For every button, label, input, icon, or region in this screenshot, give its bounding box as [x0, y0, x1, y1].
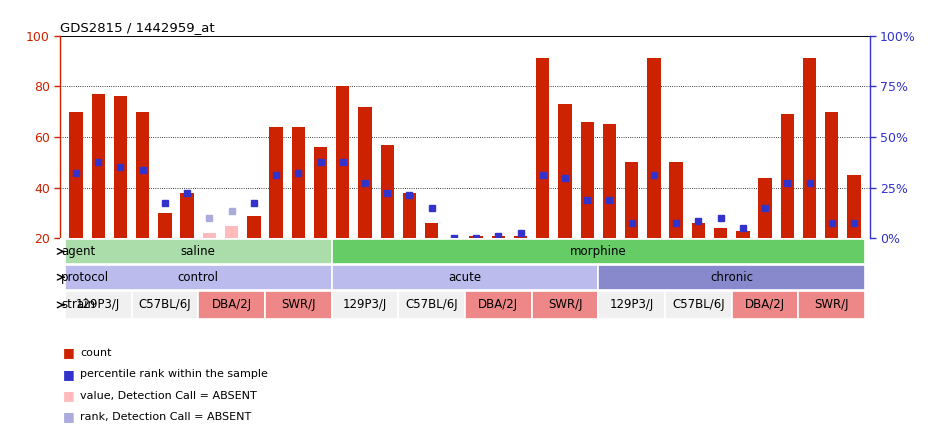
Bar [336, 86, 350, 238]
Bar [598, 265, 865, 289]
Bar [313, 147, 327, 238]
Text: C57BL/6J: C57BL/6J [672, 298, 724, 311]
Bar [332, 265, 598, 289]
Bar [665, 291, 732, 319]
Text: DBA/2J: DBA/2J [478, 298, 518, 311]
Text: saline: saline [180, 245, 216, 258]
Bar [198, 291, 265, 319]
Bar [825, 111, 839, 238]
Bar [758, 178, 772, 238]
Text: rank, Detection Call = ABSENT: rank, Detection Call = ABSENT [80, 412, 251, 422]
Text: ■: ■ [63, 389, 75, 402]
Bar [398, 291, 465, 319]
Bar [532, 291, 598, 319]
Text: SWR/J: SWR/J [815, 298, 849, 311]
Bar [714, 228, 727, 238]
Bar [65, 265, 332, 289]
Text: ■: ■ [63, 346, 75, 360]
Text: DBA/2J: DBA/2J [211, 298, 252, 311]
Bar [270, 127, 283, 238]
Bar [113, 96, 127, 238]
Bar [803, 58, 817, 238]
Text: agent: agent [61, 245, 96, 258]
Text: ■: ■ [63, 368, 75, 381]
Text: value, Detection Call = ABSENT: value, Detection Call = ABSENT [80, 391, 257, 400]
Bar [247, 216, 260, 238]
Bar [403, 193, 416, 238]
Bar [692, 223, 705, 238]
Bar [492, 236, 505, 238]
Text: count: count [80, 348, 112, 358]
Text: ■: ■ [63, 410, 75, 424]
Bar [136, 111, 150, 238]
Bar [358, 107, 372, 238]
Bar [91, 94, 105, 238]
Bar [131, 291, 198, 319]
Bar [425, 223, 438, 238]
Bar [465, 291, 532, 319]
Text: strain: strain [61, 298, 96, 311]
Text: chronic: chronic [711, 271, 753, 284]
Bar [514, 236, 527, 238]
Bar [670, 163, 683, 238]
Bar [598, 291, 665, 319]
Bar [580, 122, 594, 238]
Bar [292, 127, 305, 238]
Bar [332, 239, 865, 264]
Bar [380, 145, 394, 238]
Bar [265, 291, 332, 319]
Text: C57BL/6J: C57BL/6J [139, 298, 192, 311]
Bar [65, 239, 332, 264]
Bar [225, 226, 238, 238]
Bar [332, 291, 398, 319]
Bar [625, 163, 638, 238]
Bar [158, 213, 172, 238]
Text: 129P3/J: 129P3/J [343, 298, 387, 311]
Text: SWR/J: SWR/J [281, 298, 315, 311]
Text: 129P3/J: 129P3/J [609, 298, 654, 311]
Text: GDS2815 / 1442959_at: GDS2815 / 1442959_at [60, 21, 215, 34]
Bar [847, 175, 860, 238]
Bar [780, 114, 794, 238]
Text: control: control [178, 271, 219, 284]
Bar [470, 236, 483, 238]
Text: 129P3/J: 129P3/J [76, 298, 120, 311]
Text: acute: acute [448, 271, 482, 284]
Bar [180, 193, 193, 238]
Bar [536, 58, 550, 238]
Bar [65, 291, 131, 319]
Text: morphine: morphine [570, 245, 627, 258]
Text: percentile rank within the sample: percentile rank within the sample [80, 369, 268, 379]
Bar [603, 124, 617, 238]
Bar [558, 104, 572, 238]
Text: DBA/2J: DBA/2J [745, 298, 785, 311]
Bar [732, 291, 799, 319]
Bar [737, 231, 750, 238]
Bar [647, 58, 660, 238]
Bar [203, 234, 216, 238]
Text: C57BL/6J: C57BL/6J [405, 298, 458, 311]
Text: SWR/J: SWR/J [548, 298, 582, 311]
Bar [70, 111, 83, 238]
Bar [799, 291, 865, 319]
Text: protocol: protocol [61, 271, 110, 284]
